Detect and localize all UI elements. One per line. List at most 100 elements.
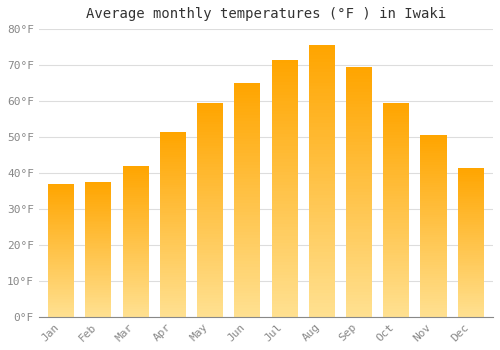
Title: Average monthly temperatures (°F ) in Iwaki: Average monthly temperatures (°F ) in Iw… xyxy=(86,7,446,21)
Bar xyxy=(308,184,335,188)
Bar xyxy=(197,253,223,255)
Bar xyxy=(234,250,260,252)
Bar xyxy=(48,259,74,260)
Bar xyxy=(308,59,335,62)
Bar xyxy=(346,117,372,120)
Bar xyxy=(86,189,112,190)
Bar xyxy=(308,201,335,205)
Bar xyxy=(420,312,446,315)
Bar xyxy=(234,258,260,261)
Bar xyxy=(458,184,483,186)
Bar xyxy=(346,126,372,129)
Bar xyxy=(272,204,297,208)
Bar xyxy=(272,134,297,137)
Bar xyxy=(383,116,409,119)
Bar xyxy=(346,220,372,223)
Bar xyxy=(234,133,260,135)
Bar xyxy=(234,86,260,89)
Bar xyxy=(48,229,74,230)
Bar xyxy=(122,260,148,262)
Bar xyxy=(197,154,223,156)
Bar xyxy=(197,247,223,250)
Bar xyxy=(160,196,186,199)
Bar xyxy=(346,129,372,132)
Bar xyxy=(197,135,223,138)
Bar xyxy=(197,130,223,132)
Bar xyxy=(86,256,112,258)
Bar xyxy=(160,266,186,268)
Bar xyxy=(346,289,372,292)
Bar xyxy=(272,143,297,146)
Bar xyxy=(122,298,148,300)
Bar xyxy=(308,252,335,256)
Bar xyxy=(160,264,186,266)
Bar xyxy=(86,238,112,239)
Bar xyxy=(346,223,372,226)
Bar xyxy=(86,202,112,204)
Bar xyxy=(122,175,148,177)
Bar xyxy=(197,234,223,237)
Bar xyxy=(86,219,112,221)
Bar xyxy=(308,303,335,307)
Bar xyxy=(458,214,483,216)
Bar xyxy=(122,200,148,202)
Bar xyxy=(197,199,223,202)
Bar xyxy=(458,248,483,250)
Bar xyxy=(346,245,372,248)
Bar xyxy=(197,285,223,287)
Bar xyxy=(458,225,483,227)
Bar xyxy=(197,167,223,170)
Bar xyxy=(458,257,483,259)
Bar xyxy=(48,303,74,305)
Bar xyxy=(308,174,335,178)
Bar xyxy=(346,211,372,214)
Bar xyxy=(420,289,446,292)
Bar xyxy=(383,164,409,167)
Bar xyxy=(346,173,372,176)
Bar xyxy=(346,83,372,85)
Bar xyxy=(234,182,260,185)
Bar xyxy=(458,188,483,190)
Bar xyxy=(86,214,112,216)
Bar xyxy=(458,173,483,175)
Bar xyxy=(383,148,409,151)
Bar xyxy=(48,222,74,224)
Bar xyxy=(48,192,74,194)
Bar xyxy=(234,220,260,223)
Bar xyxy=(160,217,186,219)
Bar xyxy=(234,135,260,139)
Bar xyxy=(272,198,297,201)
Bar xyxy=(197,178,223,180)
Bar xyxy=(197,164,223,167)
Bar xyxy=(122,196,148,198)
Bar xyxy=(160,296,186,298)
Bar xyxy=(122,309,148,311)
Bar xyxy=(234,127,260,130)
Bar xyxy=(383,121,409,124)
Bar xyxy=(86,273,112,275)
Bar xyxy=(458,212,483,214)
Bar xyxy=(346,295,372,298)
Bar xyxy=(197,159,223,162)
Bar xyxy=(308,286,335,290)
Bar xyxy=(48,220,74,222)
Bar xyxy=(458,293,483,294)
Bar xyxy=(458,197,483,199)
Bar xyxy=(383,186,409,188)
Bar xyxy=(86,300,112,302)
Bar xyxy=(86,292,112,293)
Bar xyxy=(234,168,260,171)
Bar xyxy=(197,293,223,295)
Bar xyxy=(122,172,148,173)
Bar xyxy=(272,195,297,198)
Bar xyxy=(458,210,483,212)
Bar xyxy=(160,132,186,134)
Bar xyxy=(420,260,446,262)
Bar xyxy=(308,133,335,137)
Bar xyxy=(234,191,260,194)
Bar xyxy=(272,265,297,268)
Bar xyxy=(346,204,372,208)
Bar xyxy=(48,230,74,232)
Bar xyxy=(160,257,186,259)
Bar xyxy=(160,155,186,157)
